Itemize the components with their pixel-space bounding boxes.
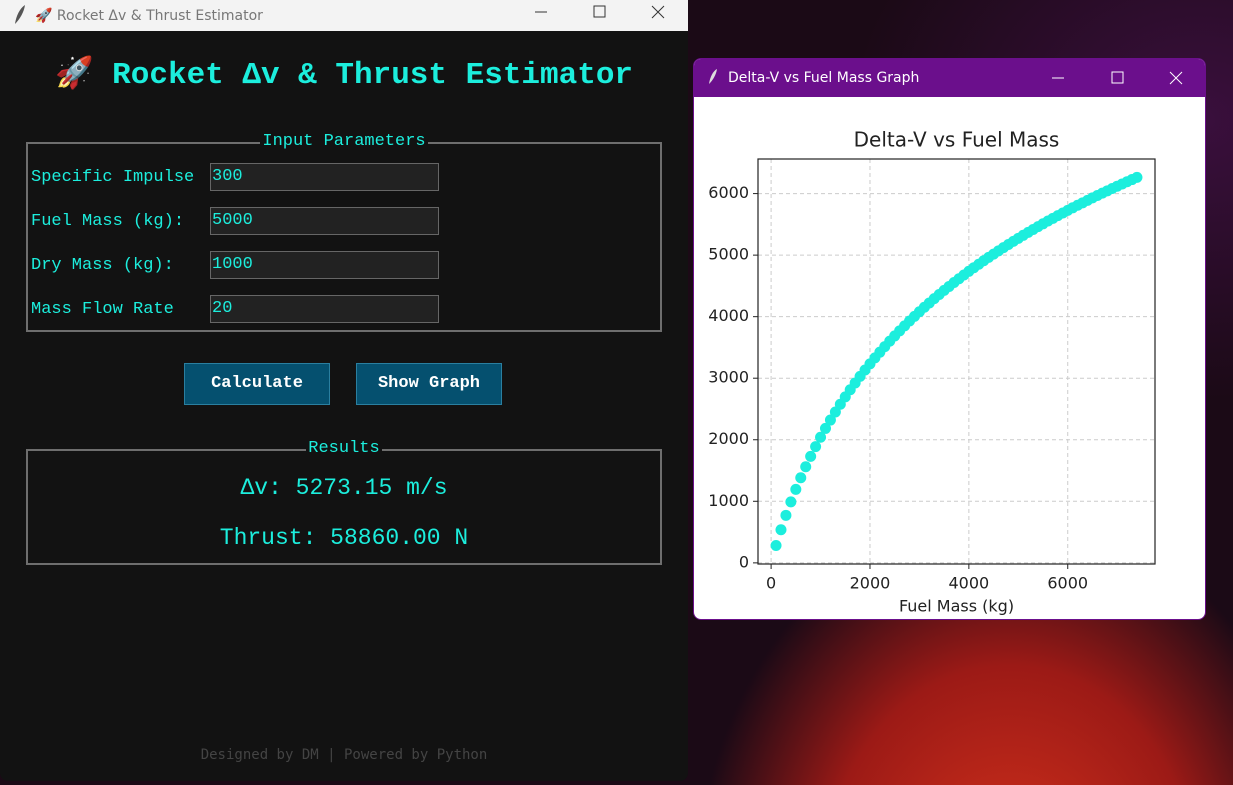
window-title: Delta-V vs Fuel Mass Graph	[728, 70, 920, 86]
x-tick-label: 6000	[1047, 574, 1088, 593]
plot-frame	[757, 158, 1156, 565]
x-tick-label: 2000	[850, 574, 891, 593]
data-point	[824, 414, 836, 426]
text-input[interactable]: 20	[210, 295, 439, 323]
text-input[interactable]: 300	[210, 163, 439, 191]
chart-title: Delta-V vs Fuel Mass	[854, 128, 1060, 152]
thrust-result: Thrust: 58860.00 N	[219, 525, 469, 551]
y-tick-label: 5000	[708, 245, 749, 264]
input-panel: Input Parameters Specific Impulse 300 Fu…	[26, 132, 662, 332]
window-title: 🚀 Rocket Δv & Thrust Estimator	[35, 7, 263, 24]
data-point	[800, 461, 812, 473]
y-tick-label: 1000	[708, 491, 749, 510]
text-input[interactable]: 5000	[210, 207, 439, 235]
close-button[interactable]	[635, 0, 681, 31]
y-tick-label: 6000	[708, 183, 749, 202]
data-point	[775, 524, 787, 536]
minimize-button[interactable]	[518, 0, 564, 31]
data-point	[815, 431, 827, 443]
text-input[interactable]: 1000	[210, 251, 439, 279]
main-window: 🚀 Rocket Δv & Thrust Estimator 🚀 Rocket …	[0, 0, 688, 763]
y-tick-label: 0	[739, 552, 749, 571]
data-point	[780, 509, 792, 521]
x-tick-label: 0	[766, 574, 776, 593]
panel-legend: Input Parameters	[260, 132, 428, 151]
y-tick-label: 4000	[708, 306, 749, 325]
calculate-button[interactable]: Calculate	[184, 363, 330, 405]
minimize-button[interactable]	[1035, 59, 1081, 97]
chart: Delta-V vs Fuel Mass 0 2000 4000 6000 0 1000 20…	[708, 128, 1156, 616]
maximize-button[interactable]	[1094, 59, 1140, 97]
delta-v-result: Δv: 5273.15 m/s	[240, 475, 448, 501]
footer: Designed by DM | Powered by Python	[200, 747, 488, 763]
field-label: Fuel Mass (kg):	[31, 212, 185, 231]
x-tick-label: 4000	[949, 574, 990, 593]
data-point	[795, 472, 807, 484]
data-point	[790, 483, 802, 495]
app-icon	[709, 69, 717, 84]
graph-window: Delta-V vs Fuel Mass Graph Delta-V vs Fu…	[693, 58, 1206, 620]
data-point	[1131, 171, 1143, 183]
y-tick-label: 2000	[708, 429, 749, 448]
show-graph-button[interactable]: Show Graph	[356, 363, 502, 405]
title-bar: Delta-V vs Fuel Mass Graph	[694, 59, 1205, 97]
data-point	[770, 540, 782, 552]
title-bar: 🚀 Rocket Δv & Thrust Estimator	[0, 0, 688, 31]
data-point	[805, 450, 817, 462]
panel-legend: Results	[306, 439, 382, 458]
results-panel: Results Δv: 5273.15 m/s Thrust: 58860.00…	[26, 439, 662, 565]
maximize-button[interactable]	[576, 0, 622, 31]
data-point	[819, 422, 831, 434]
x-axis-label: Fuel Mass (kg)	[899, 597, 1014, 616]
data-point	[810, 441, 822, 453]
field-label: Mass Flow Rate	[31, 300, 174, 319]
field-label: Dry Mass (kg):	[31, 256, 174, 275]
field-label: Specific Impulse	[31, 168, 195, 187]
data-point	[785, 496, 797, 508]
close-button[interactable]	[1153, 59, 1199, 97]
y-tick-label: 3000	[708, 368, 749, 387]
app-icon	[15, 5, 25, 24]
app-heading: 🚀 Rocket Δv & Thrust Estimator	[54, 58, 634, 93]
